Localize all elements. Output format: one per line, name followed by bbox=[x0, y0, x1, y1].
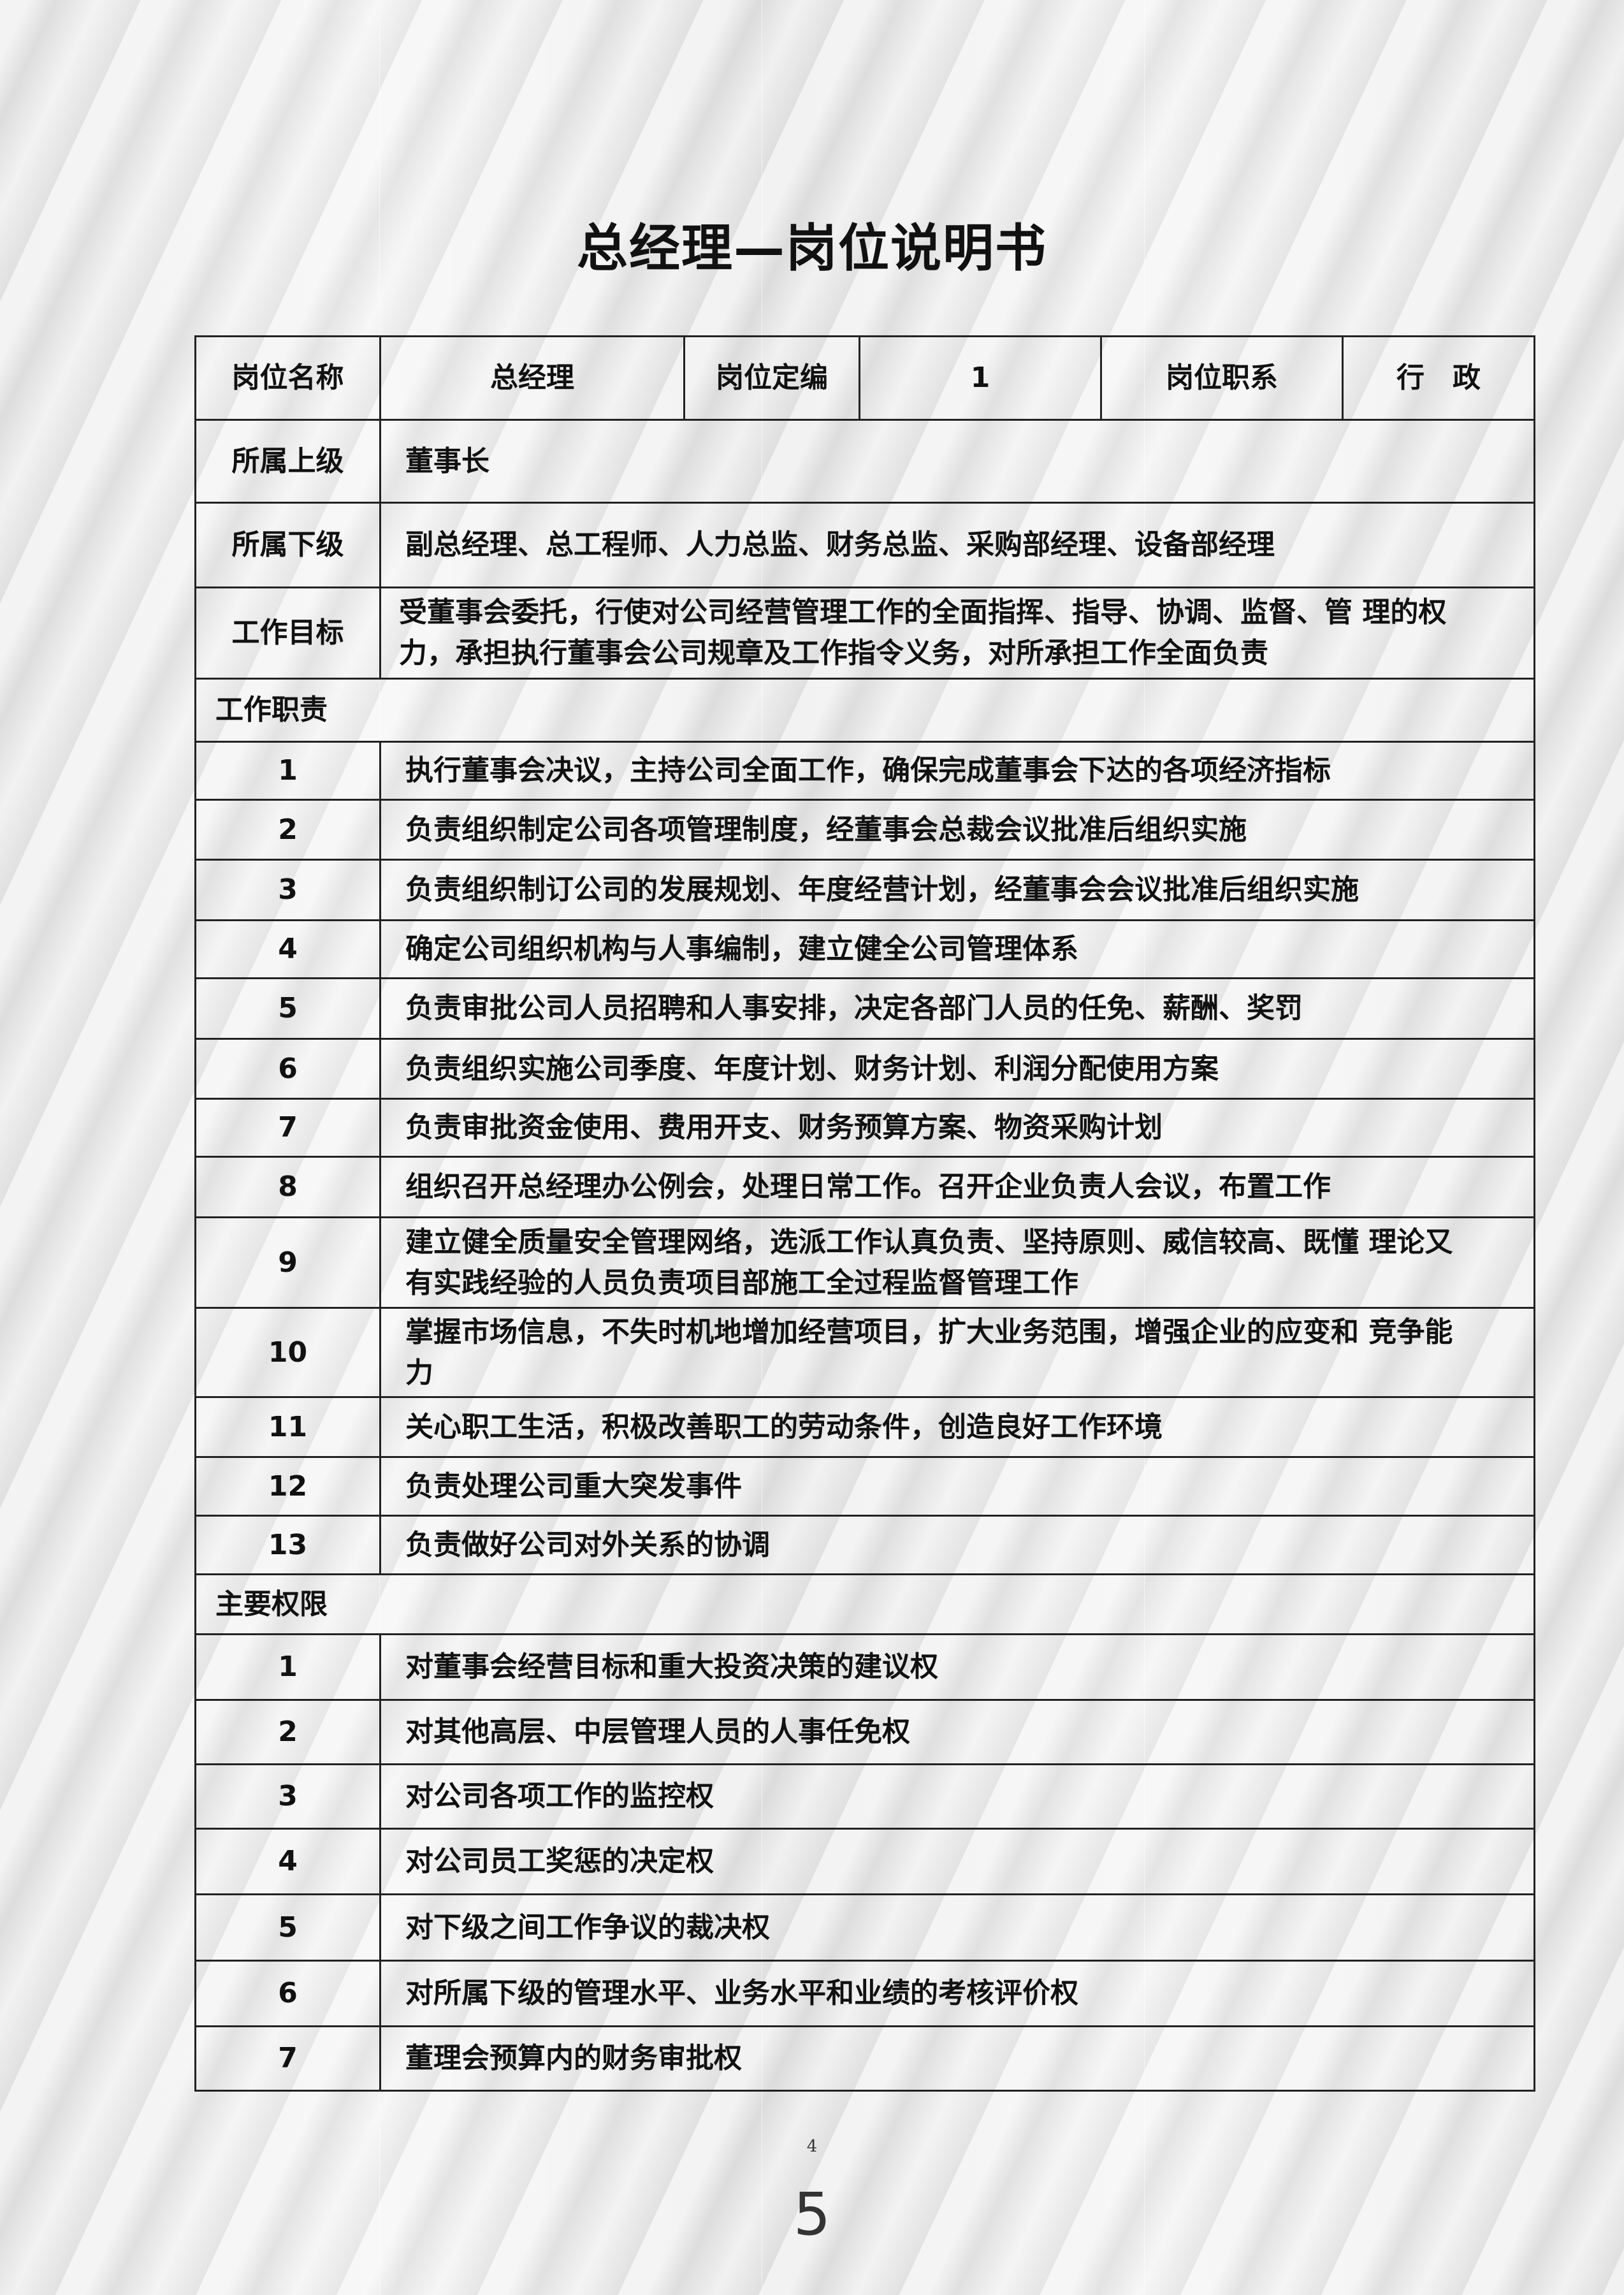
item-number: 4 bbox=[194, 1828, 381, 1895]
position-quota-value: 1 bbox=[859, 335, 1102, 421]
item-text: 负责做好公司对外关系的协调 bbox=[379, 1515, 1535, 1575]
authority-row: 4 对公司员工奖惩的决定权 bbox=[194, 1828, 1535, 1895]
item-text: 对公司各项工作的监控权 bbox=[379, 1763, 1535, 1830]
item-number: 9 bbox=[194, 1216, 381, 1309]
item-number: 7 bbox=[194, 1098, 381, 1158]
duties-row: 10 掌握市场信息，不失时机地增加经营项目，扩大业务范围，增强企业的应变和 竞争能… bbox=[194, 1307, 1535, 1398]
item-text: 掌握市场信息，不失时机地增加经营项目，扩大业务范围，增强企业的应变和 竞争能力 bbox=[379, 1307, 1535, 1398]
item-number: 2 bbox=[194, 1699, 381, 1765]
authority-row: 7 董理会预算内的财务审批权 bbox=[194, 2025, 1535, 2092]
item-text: 负责审批公司人员招聘和人事安排，决定各部门人员的任免、薪酬、奖罚 bbox=[379, 977, 1535, 1040]
superior-label: 所属上级 bbox=[194, 419, 381, 504]
authority-section-row: 主要权限 bbox=[194, 1573, 1535, 1635]
item-text: 董理会预算内的财务审批权 bbox=[379, 2025, 1535, 2092]
item-text: 负责组织制订公司的发展规划、年度经营计划，经董事会会议批准后组织实施 bbox=[379, 859, 1535, 921]
position-quota-label: 岗位定编 bbox=[683, 335, 860, 421]
authority-row: 2 对其他高层、中层管理人员的人事任免权 bbox=[194, 1699, 1535, 1765]
item-text: 负责处理公司重大突发事件 bbox=[379, 1456, 1535, 1517]
position-series-value: 行 政 bbox=[1342, 335, 1535, 421]
subordinates-value: 副总经理、总工程师、人力总监、财务总监、采购部经理、设备部经理 bbox=[379, 502, 1535, 588]
subordinates-row: 所属下级 副总经理、总工程师、人力总监、财务总监、采购部经理、设备部经理 bbox=[194, 502, 1535, 588]
item-number: 11 bbox=[194, 1396, 381, 1458]
subordinates-label: 所属下级 bbox=[194, 502, 381, 588]
item-number: 5 bbox=[194, 1893, 381, 1962]
duties-row: 9 建立健全质量安全管理网络，选派工作认真负责、坚持原则、威信较高、既懂 理论又有… bbox=[194, 1216, 1535, 1309]
goal-value: 受董事会委托，行使对公司经营管理工作的全面指挥、指导、协调、监督、管 理的权力，… bbox=[379, 586, 1535, 680]
position-name-label: 岗位名称 bbox=[194, 335, 381, 421]
item-number: 7 bbox=[194, 2025, 381, 2092]
item-text: 建立健全质量安全管理网络，选派工作认真负责、坚持原则、威信较高、既懂 理论又有实… bbox=[379, 1216, 1535, 1309]
item-number: 13 bbox=[194, 1515, 381, 1575]
item-text: 组织召开总经理办公例会，处理日常工作。召开企业负责人会议，布置工作 bbox=[379, 1156, 1535, 1218]
page-title: 总经理—岗位说明书 bbox=[577, 219, 1047, 278]
authority-row: 5 对下级之间工作争议的裁决权 bbox=[194, 1893, 1535, 1962]
item-number: 4 bbox=[194, 919, 381, 979]
duties-row: 7 负责审批资金使用、费用开支、财务预算方案、物资采购计划 bbox=[194, 1098, 1535, 1158]
position-name-value: 总经理 bbox=[379, 335, 685, 421]
item-number: 1 bbox=[194, 741, 381, 801]
item-number: 3 bbox=[194, 1763, 381, 1830]
page-number-small: 4 bbox=[806, 2137, 818, 2156]
duties-row: 8 组织召开总经理办公例会，处理日常工作。召开企业负责人会议，布置工作 bbox=[194, 1156, 1535, 1218]
item-text: 负责组织实施公司季度、年度计划、财务计划、利润分配使用方案 bbox=[379, 1038, 1535, 1100]
item-text: 负责组织制定公司各项管理制度，经董事会总裁会议批准后组织实施 bbox=[379, 799, 1535, 861]
duties-row: 4 确定公司组织机构与人事编制，建立健全公司管理体系 bbox=[194, 919, 1535, 979]
page-number: 5 bbox=[793, 2180, 831, 2248]
item-number: 2 bbox=[194, 799, 381, 861]
duties-section-row: 工作职责 bbox=[194, 678, 1535, 743]
item-number: 6 bbox=[194, 1038, 381, 1100]
item-number: 3 bbox=[194, 859, 381, 921]
item-text: 对下级之间工作争议的裁决权 bbox=[379, 1893, 1535, 1962]
goal-label: 工作目标 bbox=[194, 586, 381, 680]
duties-row: 5 负责审批公司人员招聘和人事安排，决定各部门人员的任免、薪酬、奖罚 bbox=[194, 977, 1535, 1040]
duties-section-label: 工作职责 bbox=[194, 678, 1535, 743]
duties-row: 1 执行董事会决议，主持公司全面工作，确保完成董事会下达的各项经济指标 bbox=[194, 741, 1535, 801]
item-text: 确定公司组织机构与人事编制，建立健全公司管理体系 bbox=[379, 919, 1535, 979]
authority-row: 1 对董事会经营目标和重大投资决策的建议权 bbox=[194, 1633, 1535, 1701]
item-text: 对所属下级的管理水平、业务水平和业绩的考核评价权 bbox=[379, 1960, 1535, 2027]
authority-row: 3 对公司各项工作的监控权 bbox=[194, 1763, 1535, 1830]
item-text: 关心职工生活，积极改善职工的劳动条件，创造良好工作环境 bbox=[379, 1396, 1535, 1458]
superior-value: 董事长 bbox=[379, 419, 1535, 504]
item-number: 12 bbox=[194, 1456, 381, 1517]
authority-section-label: 主要权限 bbox=[194, 1573, 1535, 1635]
item-text: 对其他高层、中层管理人员的人事任免权 bbox=[379, 1699, 1535, 1765]
item-number: 6 bbox=[194, 1960, 381, 2027]
goal-row: 工作目标 受董事会委托，行使对公司经营管理工作的全面指挥、指导、协调、监督、管 … bbox=[194, 586, 1535, 680]
item-number: 10 bbox=[194, 1307, 381, 1398]
item-number: 1 bbox=[194, 1633, 381, 1701]
item-text: 对董事会经营目标和重大投资决策的建议权 bbox=[379, 1633, 1535, 1701]
header-row: 岗位名称 总经理 岗位定编 1 岗位职系 行 政 bbox=[194, 335, 1535, 421]
duties-row: 6 负责组织实施公司季度、年度计划、财务计划、利润分配使用方案 bbox=[194, 1038, 1535, 1100]
authority-row: 6 对所属下级的管理水平、业务水平和业绩的考核评价权 bbox=[194, 1960, 1535, 2027]
job-description-table: 岗位名称 总经理 岗位定编 1 岗位职系 行 政 所属上级 董事长 所属下级 副… bbox=[194, 335, 1535, 2092]
duties-row: 13 负责做好公司对外关系的协调 bbox=[194, 1515, 1535, 1575]
duties-row: 12 负责处理公司重大突发事件 bbox=[194, 1456, 1535, 1517]
duties-row: 3 负责组织制订公司的发展规划、年度经营计划，经董事会会议批准后组织实施 bbox=[194, 859, 1535, 921]
item-text: 负责审批资金使用、费用开支、财务预算方案、物资采购计划 bbox=[379, 1098, 1535, 1158]
item-text: 执行董事会决议，主持公司全面工作，确保完成董事会下达的各项经济指标 bbox=[379, 741, 1535, 801]
duties-row: 11 关心职工生活，积极改善职工的劳动条件，创造良好工作环境 bbox=[194, 1396, 1535, 1458]
item-text: 对公司员工奖惩的决定权 bbox=[379, 1828, 1535, 1895]
position-series-label: 岗位职系 bbox=[1100, 335, 1344, 421]
duties-row: 2 负责组织制定公司各项管理制度，经董事会总裁会议批准后组织实施 bbox=[194, 799, 1535, 861]
item-number: 5 bbox=[194, 977, 381, 1040]
item-number: 8 bbox=[194, 1156, 381, 1218]
superior-row: 所属上级 董事长 bbox=[194, 419, 1535, 504]
